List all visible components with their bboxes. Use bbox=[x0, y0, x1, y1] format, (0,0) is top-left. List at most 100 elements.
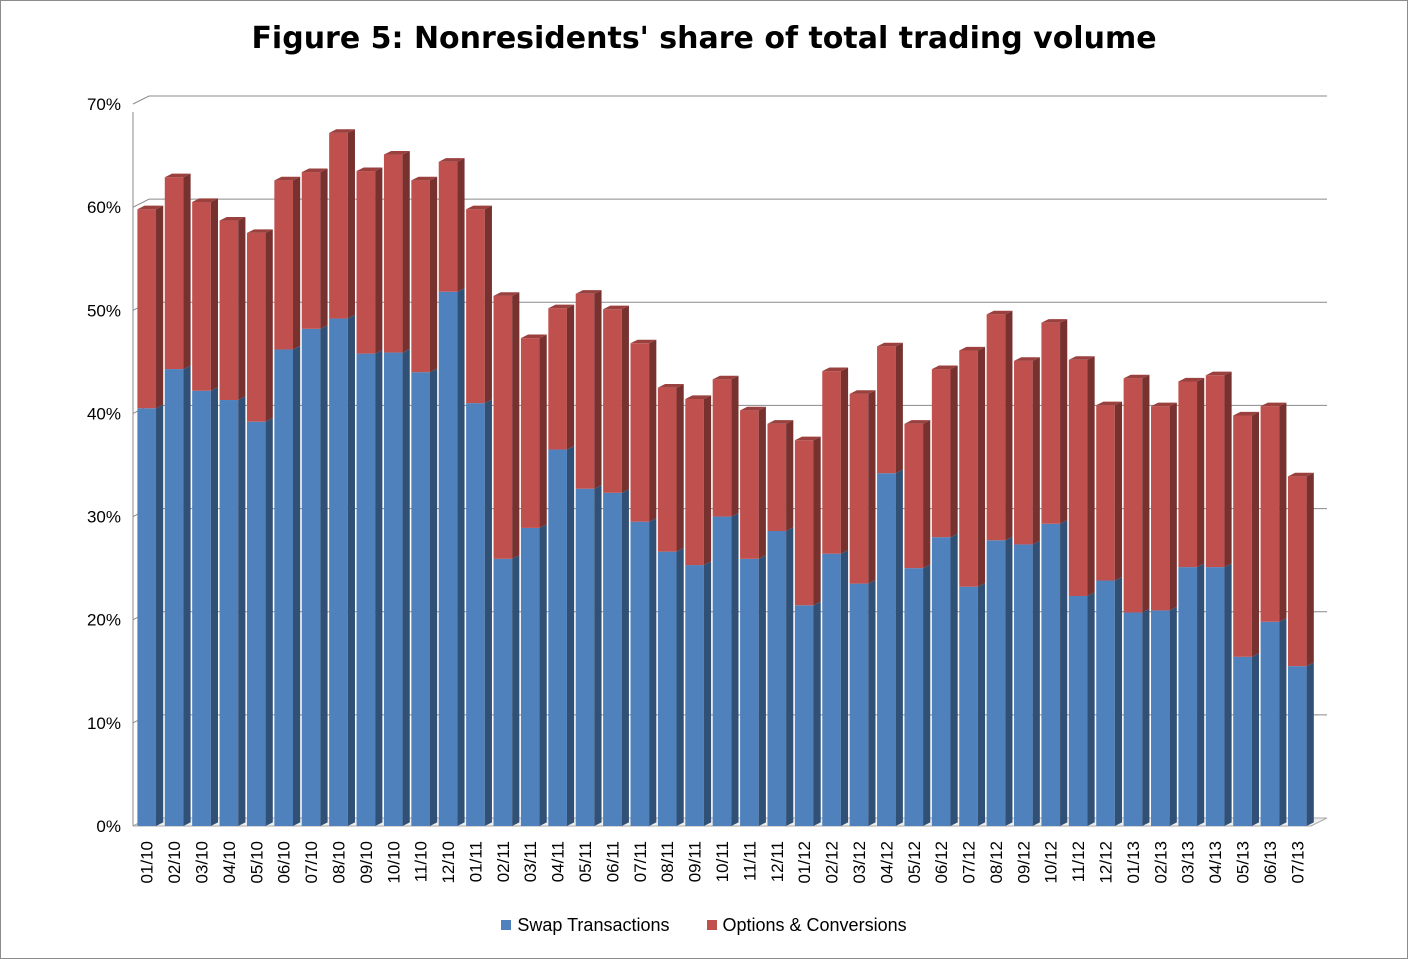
bar-side bbox=[594, 290, 602, 489]
bar-side bbox=[347, 129, 355, 319]
x-tick-label: 08/11 bbox=[658, 841, 677, 882]
bar-front bbox=[274, 180, 293, 350]
x-tick-label: 09/11 bbox=[686, 841, 705, 882]
bar-segment bbox=[1178, 563, 1205, 826]
bar-side bbox=[1251, 653, 1260, 826]
bar-side bbox=[183, 173, 191, 370]
bar-segment bbox=[219, 216, 246, 401]
bar-segment bbox=[137, 205, 164, 409]
bar-side bbox=[758, 555, 766, 826]
bar-segment bbox=[1041, 319, 1068, 524]
bar-top bbox=[1287, 472, 1314, 477]
bar-side bbox=[1224, 563, 1232, 826]
legend-swatch-swap bbox=[501, 920, 512, 930]
bar-front bbox=[657, 551, 677, 826]
bar-front bbox=[767, 423, 787, 532]
bar-front bbox=[794, 605, 814, 826]
bar-top bbox=[822, 367, 849, 372]
x-tick-label: 04/12 bbox=[877, 841, 896, 884]
bar-front bbox=[1205, 567, 1225, 826]
bar-side bbox=[758, 406, 766, 559]
bar-segment bbox=[767, 420, 794, 532]
bar-segment bbox=[959, 583, 986, 826]
bar-front bbox=[219, 220, 239, 401]
bar-segment bbox=[356, 167, 383, 354]
bar-side bbox=[621, 305, 629, 493]
bar-side bbox=[1005, 310, 1013, 541]
bar-segment bbox=[164, 173, 191, 370]
bar-front bbox=[959, 586, 978, 826]
bar-side bbox=[238, 216, 246, 401]
bar-side bbox=[1169, 606, 1177, 826]
bar-segment bbox=[849, 580, 876, 826]
bar-top bbox=[767, 420, 794, 424]
bar-top bbox=[603, 305, 629, 310]
bar-segment bbox=[192, 387, 219, 826]
y-tick-label: 0% bbox=[96, 817, 121, 836]
x-tick-label: 11/10 bbox=[412, 841, 431, 882]
bar-segment bbox=[383, 348, 410, 826]
x-tick-label: 08/10 bbox=[329, 841, 348, 884]
bar-side bbox=[895, 469, 903, 826]
bar-side bbox=[1142, 608, 1150, 826]
bar-front bbox=[1233, 656, 1252, 826]
bar-segment bbox=[685, 395, 712, 566]
bar-front bbox=[1260, 621, 1280, 826]
bar-segment bbox=[383, 150, 410, 353]
bar-segment bbox=[164, 365, 191, 826]
bar-front bbox=[192, 390, 211, 826]
bar-front bbox=[1123, 612, 1143, 826]
bar-front bbox=[712, 516, 732, 826]
bar-segment bbox=[301, 325, 328, 826]
bar-segment bbox=[575, 290, 602, 489]
bar-side bbox=[649, 339, 657, 522]
bar-front bbox=[630, 343, 650, 522]
bar-front bbox=[657, 387, 677, 552]
bar-side bbox=[1169, 402, 1177, 611]
bar-front bbox=[466, 403, 485, 826]
bar-segment bbox=[1068, 592, 1095, 826]
y-tick-label: 10% bbox=[87, 714, 121, 733]
x-tick-label: 02/11 bbox=[494, 841, 513, 882]
bar-front bbox=[904, 423, 924, 569]
bar-top bbox=[548, 304, 575, 309]
bar-top bbox=[192, 198, 219, 202]
bar-segment bbox=[740, 406, 766, 559]
bar-top bbox=[794, 436, 821, 441]
bar-segment bbox=[904, 564, 931, 826]
bar-front bbox=[603, 309, 622, 493]
bar-side bbox=[676, 548, 684, 826]
bar-front bbox=[575, 488, 595, 826]
bar-side bbox=[977, 346, 986, 587]
bar-side bbox=[813, 601, 821, 826]
bar-top bbox=[438, 158, 465, 162]
x-tick-label: 01/11 bbox=[466, 841, 485, 882]
bar-front bbox=[1014, 360, 1033, 545]
bar-top bbox=[904, 420, 931, 424]
bar-side bbox=[1114, 576, 1123, 826]
y-tick-label: 30% bbox=[87, 508, 121, 527]
x-tick-label: 06/13 bbox=[1261, 841, 1280, 884]
bar-top bbox=[356, 167, 383, 172]
bar-side bbox=[1060, 319, 1068, 524]
bar-side bbox=[484, 205, 492, 404]
x-tick-label: 02/10 bbox=[165, 841, 184, 884]
bar-segment bbox=[1260, 618, 1287, 826]
bar-side bbox=[1087, 356, 1095, 596]
bar-front bbox=[931, 537, 951, 826]
bar-segment bbox=[137, 404, 164, 826]
bar-side bbox=[1279, 402, 1287, 622]
bar-front bbox=[794, 440, 814, 606]
bar-side bbox=[1224, 371, 1232, 568]
bar-side bbox=[183, 365, 191, 826]
bar-front bbox=[1260, 406, 1280, 622]
bar-side bbox=[402, 150, 410, 353]
bar-front bbox=[301, 172, 321, 329]
bar-segment bbox=[657, 548, 684, 826]
bar-side bbox=[594, 485, 602, 826]
bar-front bbox=[164, 369, 184, 826]
bar-segment bbox=[794, 601, 821, 826]
bar-side bbox=[210, 387, 219, 826]
bar-segment bbox=[986, 310, 1013, 541]
bar-side bbox=[703, 561, 712, 826]
